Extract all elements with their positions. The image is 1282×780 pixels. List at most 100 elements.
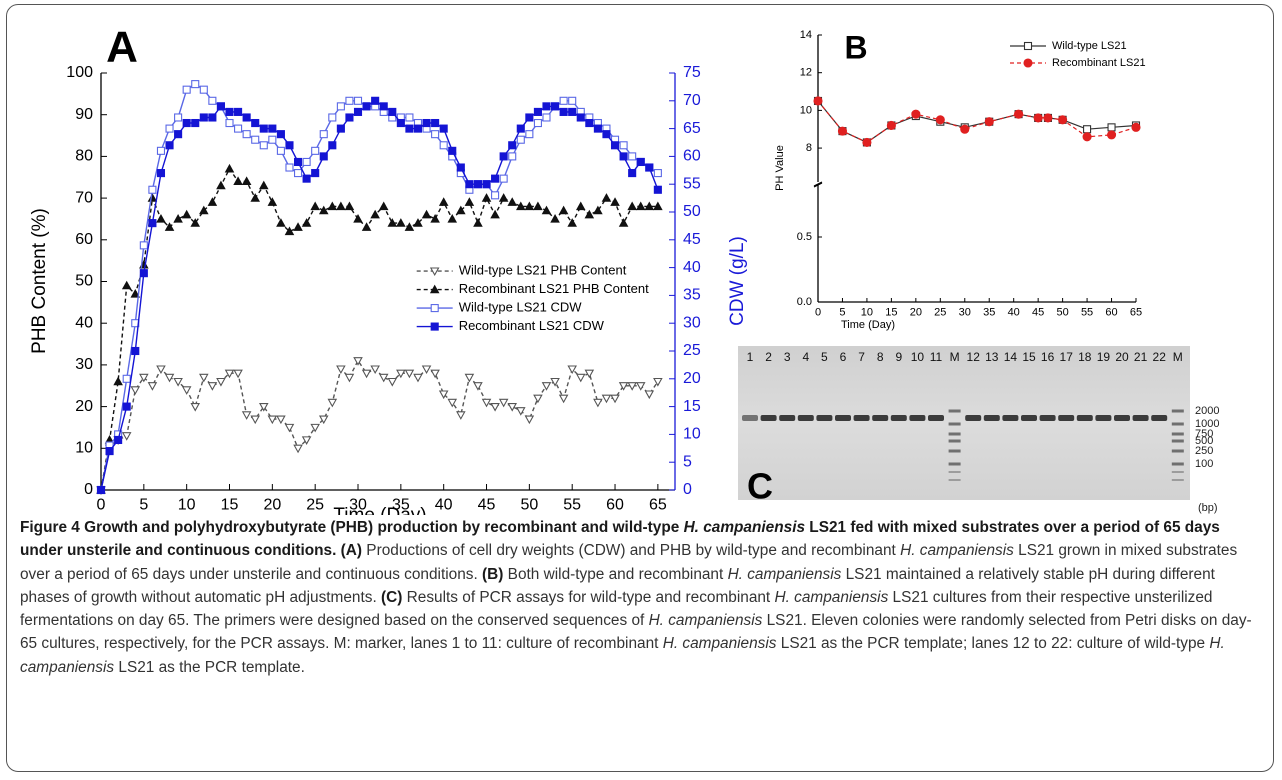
point	[209, 97, 216, 104]
point	[295, 170, 302, 177]
y2-tick-label: 20	[683, 370, 701, 387]
point	[431, 370, 439, 377]
pcr-band	[1133, 415, 1149, 421]
point	[380, 103, 387, 110]
point	[936, 116, 944, 124]
point	[448, 215, 456, 222]
x-tick-label: 35	[983, 306, 995, 318]
point	[346, 374, 354, 381]
caption-text: LS21 as the PCR template; lanes 12 to 22…	[776, 635, 1209, 652]
ladder-band	[949, 450, 961, 453]
caption-panel-ref: (A)	[341, 542, 362, 559]
lane-label: 12	[967, 350, 981, 364]
legend-label: Recombinant LS21	[1052, 57, 1146, 69]
pcr-band	[1114, 415, 1130, 421]
point	[328, 399, 336, 406]
ladder-band	[949, 440, 961, 443]
point	[226, 120, 233, 127]
x-tick-label: 60	[1105, 306, 1117, 318]
point	[355, 97, 362, 104]
x-tick-label: 5	[139, 496, 148, 513]
point	[294, 445, 302, 452]
ladder-band	[1172, 471, 1184, 473]
point	[526, 131, 533, 138]
point	[1024, 59, 1032, 67]
pcr-band	[872, 415, 888, 421]
point	[235, 125, 242, 132]
point	[406, 223, 414, 230]
panel-label: C	[747, 466, 773, 507]
point	[123, 403, 130, 410]
point	[303, 219, 311, 226]
point	[414, 125, 421, 132]
point	[277, 219, 285, 226]
point	[517, 408, 525, 415]
point	[183, 120, 190, 127]
lane-label: 2	[765, 350, 772, 364]
ladder-band	[949, 423, 961, 426]
point	[440, 198, 448, 205]
lane-label: 22	[1153, 350, 1167, 364]
point	[509, 142, 516, 149]
point	[466, 198, 474, 205]
point	[449, 147, 456, 154]
point	[226, 108, 233, 115]
caption-species: H. campaniensis	[728, 566, 842, 583]
y2-tick-label: 50	[683, 203, 701, 220]
y-tick-label: 10	[75, 440, 93, 457]
y2-tick-label: 60	[683, 148, 701, 165]
x-tick-label: 30	[959, 306, 971, 318]
ladder-band	[1172, 479, 1184, 481]
point	[235, 108, 242, 115]
point	[654, 186, 661, 193]
caption-text: Both wild-type and recombinant	[503, 566, 727, 583]
point	[320, 207, 328, 214]
point	[543, 383, 551, 390]
y-axis-label: PH Value	[774, 145, 786, 191]
point	[123, 282, 131, 289]
point	[372, 97, 379, 104]
point	[209, 383, 217, 390]
ladder-band	[949, 433, 961, 436]
pcr-band	[854, 415, 870, 421]
point	[157, 215, 165, 222]
point	[149, 383, 157, 390]
point	[277, 416, 285, 423]
point	[432, 131, 439, 138]
ladder-band	[949, 471, 961, 473]
ladder-band	[1172, 440, 1184, 443]
x-tick-label: 40	[1008, 306, 1020, 318]
x-tick-label: 20	[910, 306, 922, 318]
point	[157, 366, 165, 373]
x-tick-label: 55	[1081, 306, 1093, 318]
point	[814, 97, 822, 105]
y2-tick-label: 45	[683, 231, 701, 248]
point	[303, 175, 310, 182]
point	[1044, 114, 1052, 122]
pcr-band	[1151, 415, 1167, 421]
point	[149, 186, 156, 193]
point	[534, 120, 541, 127]
marker-size-label: 100	[1195, 458, 1213, 470]
point	[329, 142, 336, 149]
point	[552, 103, 559, 110]
point	[200, 374, 208, 381]
pcr-band	[1002, 415, 1018, 421]
point	[508, 198, 516, 205]
x-tick-label: 20	[263, 496, 281, 513]
point	[431, 215, 439, 222]
point	[320, 153, 327, 160]
point	[406, 114, 413, 121]
y2-tick-label: 65	[683, 120, 701, 137]
lane-label: 21	[1134, 350, 1148, 364]
pcr-band	[1058, 415, 1074, 421]
point	[200, 114, 207, 121]
point	[560, 395, 568, 402]
point	[620, 153, 627, 160]
point	[431, 323, 438, 330]
point	[423, 211, 431, 218]
point	[363, 103, 370, 110]
point	[183, 387, 191, 394]
point	[406, 370, 414, 377]
y2-tick-label: 70	[683, 92, 701, 109]
